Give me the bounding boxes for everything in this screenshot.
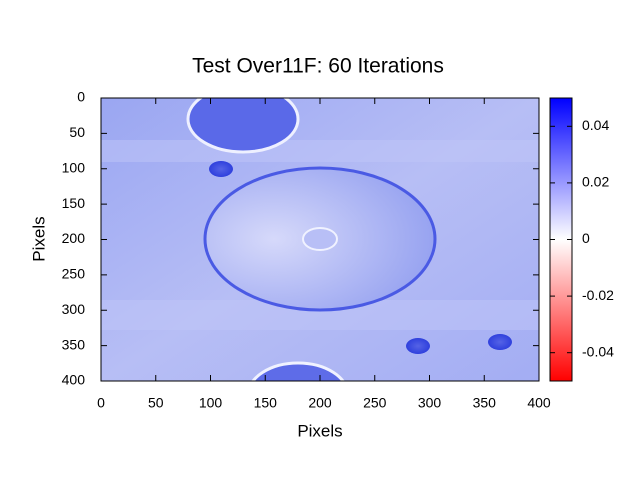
y-tick-label: 50 [69, 124, 85, 140]
x-tick-label: 350 [473, 395, 497, 411]
colorbar-tick-label: 0 [582, 230, 590, 246]
x-tick-label: 100 [199, 395, 223, 411]
heatmap-band [101, 140, 539, 162]
heatmap-feature [209, 161, 233, 177]
x-tick-label: 150 [254, 395, 278, 411]
x-axis-label: Pixels [297, 421, 342, 440]
x-tick-label: 200 [308, 395, 332, 411]
y-axis-label: Pixels [29, 216, 48, 261]
x-tick-label: 0 [97, 395, 105, 411]
x-tick-label: 250 [363, 395, 387, 411]
heatmap-image [101, 98, 539, 381]
heatmap-feature [406, 338, 430, 354]
y-tick-label: 400 [62, 372, 86, 388]
x-tick-label: 50 [148, 395, 164, 411]
y-tick-label: 300 [62, 301, 86, 317]
y-tick-label: 200 [62, 230, 86, 246]
heatmap-feature [302, 227, 338, 251]
x-tick-label: 400 [527, 395, 551, 411]
x-tick-label: 300 [418, 395, 442, 411]
colorbar-tick-label: 0.04 [582, 117, 609, 133]
colorbar-tick-label: 0.02 [582, 174, 609, 190]
y-tick-label: 350 [62, 336, 86, 352]
y-tick-label: 100 [62, 159, 86, 175]
colorbar-tick-label: -0.04 [582, 343, 614, 359]
y-tick-label: 250 [62, 266, 86, 282]
y-tick-label: 150 [62, 195, 86, 211]
chart-title: Test Over11F: 60 Iterations [192, 55, 444, 78]
colorbar-tick-label: -0.02 [582, 287, 614, 303]
heatmap-feature [186, 98, 300, 154]
heatmap-feature [488, 334, 512, 350]
y-tick-label: 0 [77, 89, 85, 105]
